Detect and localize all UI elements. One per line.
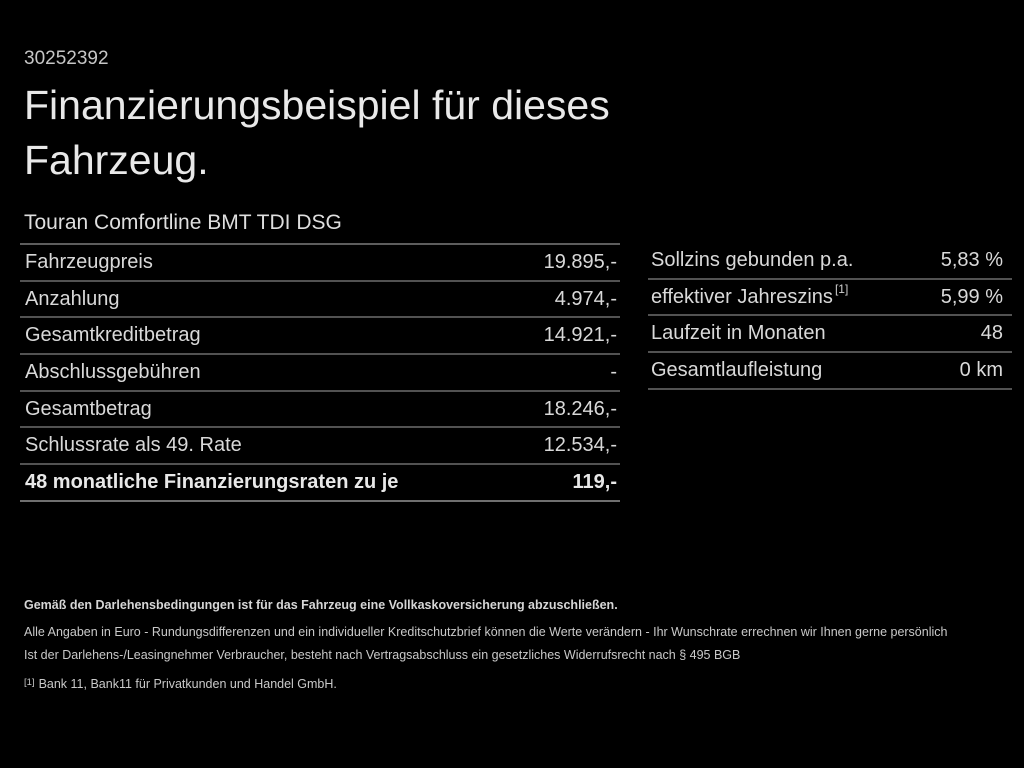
row-label: Schlussrate als 49. Rate bbox=[25, 434, 242, 457]
disclaimer-line-1: Alle Angaben in Euro - Rundungsdifferenz… bbox=[24, 625, 948, 639]
footnote-ref: [1] bbox=[834, 281, 849, 296]
page-title-line-1: Finanzierungsbeispiel für dieses bbox=[24, 82, 610, 128]
row-value: 14.921,- bbox=[543, 324, 617, 347]
finance-table: Fahrzeugpreis 19.895,- Anzahlung 4.974,-… bbox=[20, 243, 620, 502]
row-label: effektiver Jahreszins [1] bbox=[651, 283, 848, 309]
conditions-row-sollzins: Sollzins gebunden p.a. 5,83 % bbox=[648, 243, 1012, 280]
row-value: 19.895,- bbox=[543, 250, 617, 273]
bank-footnote: [1] Bank 11, Bank11 für Privatkunden und … bbox=[24, 676, 337, 694]
page-title-line-2: Fahrzeug. bbox=[24, 137, 209, 183]
page-title: Finanzierungsbeispiel für dieses Fahrzeu… bbox=[24, 78, 610, 188]
finance-row-gesamtbetrag: Gesamtbetrag 18.246,- bbox=[20, 392, 620, 429]
finance-row-anzahlung: Anzahlung 4.974,- bbox=[20, 282, 620, 319]
disclaimer-line-2: Ist der Darlehens-/Leasingnehmer Verbrau… bbox=[24, 648, 741, 662]
footnote-text: Bank 11, Bank11 für Privatkunden und Han… bbox=[38, 677, 337, 691]
vehicle-id: 30252392 bbox=[24, 48, 109, 69]
row-value: - bbox=[610, 360, 617, 383]
row-value: 4.974,- bbox=[554, 287, 617, 310]
row-label: Gesamtlaufleistung bbox=[651, 358, 823, 381]
finance-row-gesamtkreditbetrag: Gesamtkreditbetrag 14.921,- bbox=[20, 318, 620, 356]
row-label: Laufzeit in Monaten bbox=[651, 322, 826, 345]
row-label: Sollzins gebunden p.a. bbox=[651, 248, 854, 271]
row-value: 5,83 % bbox=[940, 248, 1003, 271]
row-label-text: effektiver Jahreszins bbox=[651, 285, 833, 308]
finance-row-abschlussgebuehren: Abschlussgebühren - bbox=[20, 355, 620, 392]
row-label: 48 monatliche Finanzierungsraten zu je bbox=[25, 470, 399, 493]
row-label: Gesamtkreditbetrag bbox=[25, 324, 201, 347]
row-value: 12.534,- bbox=[543, 434, 617, 457]
row-value: 48 bbox=[980, 322, 1003, 345]
conditions-row-laufzeit: Laufzeit in Monaten 48 bbox=[648, 316, 1012, 354]
row-label: Fahrzeugpreis bbox=[25, 250, 153, 273]
finance-row-fahrzeugpreis: Fahrzeugpreis 19.895,- bbox=[20, 245, 620, 282]
vehicle-name: Touran Comfortline BMT TDI DSG bbox=[24, 211, 342, 234]
row-value: 5,99 % bbox=[940, 285, 1003, 308]
row-value: 18.246,- bbox=[543, 397, 617, 420]
row-label: Anzahlung bbox=[25, 287, 120, 310]
row-label: Abschlussgebühren bbox=[25, 360, 201, 383]
row-value: 0 km bbox=[959, 358, 1003, 381]
finance-row-schlussrate: Schlussrate als 49. Rate 12.534,- bbox=[20, 428, 620, 466]
insurance-note: Gemäß den Darlehensbedingungen ist für d… bbox=[24, 598, 618, 612]
row-value: 119,- bbox=[572, 470, 617, 493]
row-label: Gesamtbetrag bbox=[25, 397, 152, 420]
conditions-table: Sollzins gebunden p.a. 5,83 % effektiver… bbox=[648, 243, 1012, 390]
footnote-marker: [1] bbox=[24, 677, 35, 688]
conditions-row-effektiver-jahreszins: effektiver Jahreszins [1] 5,99 % bbox=[648, 280, 1012, 317]
finance-row-monthly-rate: 48 monatliche Finanzierungsraten zu je 1… bbox=[20, 465, 620, 502]
conditions-row-gesamtlaufleistung: Gesamtlaufleistung 0 km bbox=[648, 353, 1012, 390]
